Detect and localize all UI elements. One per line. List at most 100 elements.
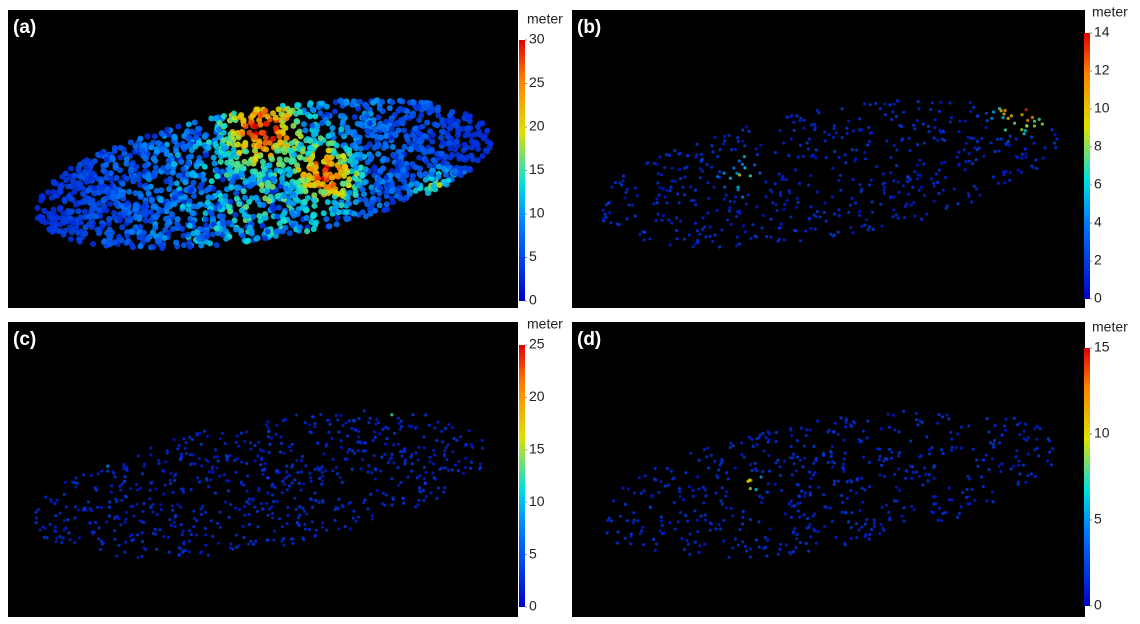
point [414,451,417,454]
point [175,123,181,129]
point [864,535,867,538]
point [955,156,958,159]
point [279,122,285,128]
point [142,502,145,505]
point [720,228,723,231]
point [654,549,657,552]
point [343,525,346,528]
point [679,177,682,180]
point [248,523,251,526]
point [822,452,825,455]
point [329,175,335,181]
point [790,114,793,117]
point [792,121,795,124]
point [250,176,256,182]
point [110,491,113,494]
point [850,197,853,200]
point [363,409,366,412]
point [270,136,276,142]
point [321,475,324,478]
point [309,497,312,500]
point [762,547,765,550]
point [735,172,738,175]
point [897,191,900,194]
point [174,525,177,528]
point [74,476,77,479]
point [795,206,798,209]
point [364,113,370,119]
point [368,154,374,160]
point [325,120,331,126]
point [351,468,354,471]
point [1016,423,1019,426]
point [416,503,419,506]
point [916,143,919,146]
point [690,199,693,202]
point [353,145,359,151]
point [721,486,724,489]
point [688,233,691,236]
point [898,430,901,433]
point [418,489,421,492]
point [293,478,296,481]
point [441,123,447,129]
point [304,464,307,467]
point [911,465,914,468]
point [967,192,970,195]
point [745,125,748,128]
point [860,225,863,228]
point [829,450,832,453]
point [630,532,633,535]
point [793,527,796,530]
point [626,519,629,522]
point [892,179,895,182]
point [133,190,139,196]
point [367,141,373,147]
point [897,467,900,470]
point [255,235,261,241]
point [57,206,63,212]
point [418,499,421,502]
point [679,495,682,498]
point [343,215,349,221]
point [74,485,77,488]
point [865,518,868,521]
point [837,208,840,211]
point [665,189,668,192]
point [893,473,896,476]
point [879,474,882,477]
point [306,172,312,178]
point [190,533,193,536]
point [314,535,317,538]
point [247,542,250,545]
point [807,184,810,187]
point [95,227,101,233]
point [189,210,195,216]
point [45,536,48,539]
point [902,506,905,509]
point [780,178,783,181]
point [648,237,651,240]
point [375,143,381,149]
point [675,229,678,232]
point [295,508,298,511]
point [440,430,443,433]
point [1022,464,1025,467]
point [51,211,57,217]
point [993,439,996,442]
point [717,523,720,526]
point [941,138,944,141]
point [994,424,997,427]
point [851,231,854,234]
point [336,418,339,421]
point [185,452,188,455]
point [418,144,424,150]
colorbar-tick-label: 5 [1094,511,1102,527]
point [905,470,908,473]
point [1025,439,1028,442]
point [1027,436,1030,439]
point [231,111,237,117]
point [400,454,403,457]
point [813,123,816,126]
point [243,440,246,443]
